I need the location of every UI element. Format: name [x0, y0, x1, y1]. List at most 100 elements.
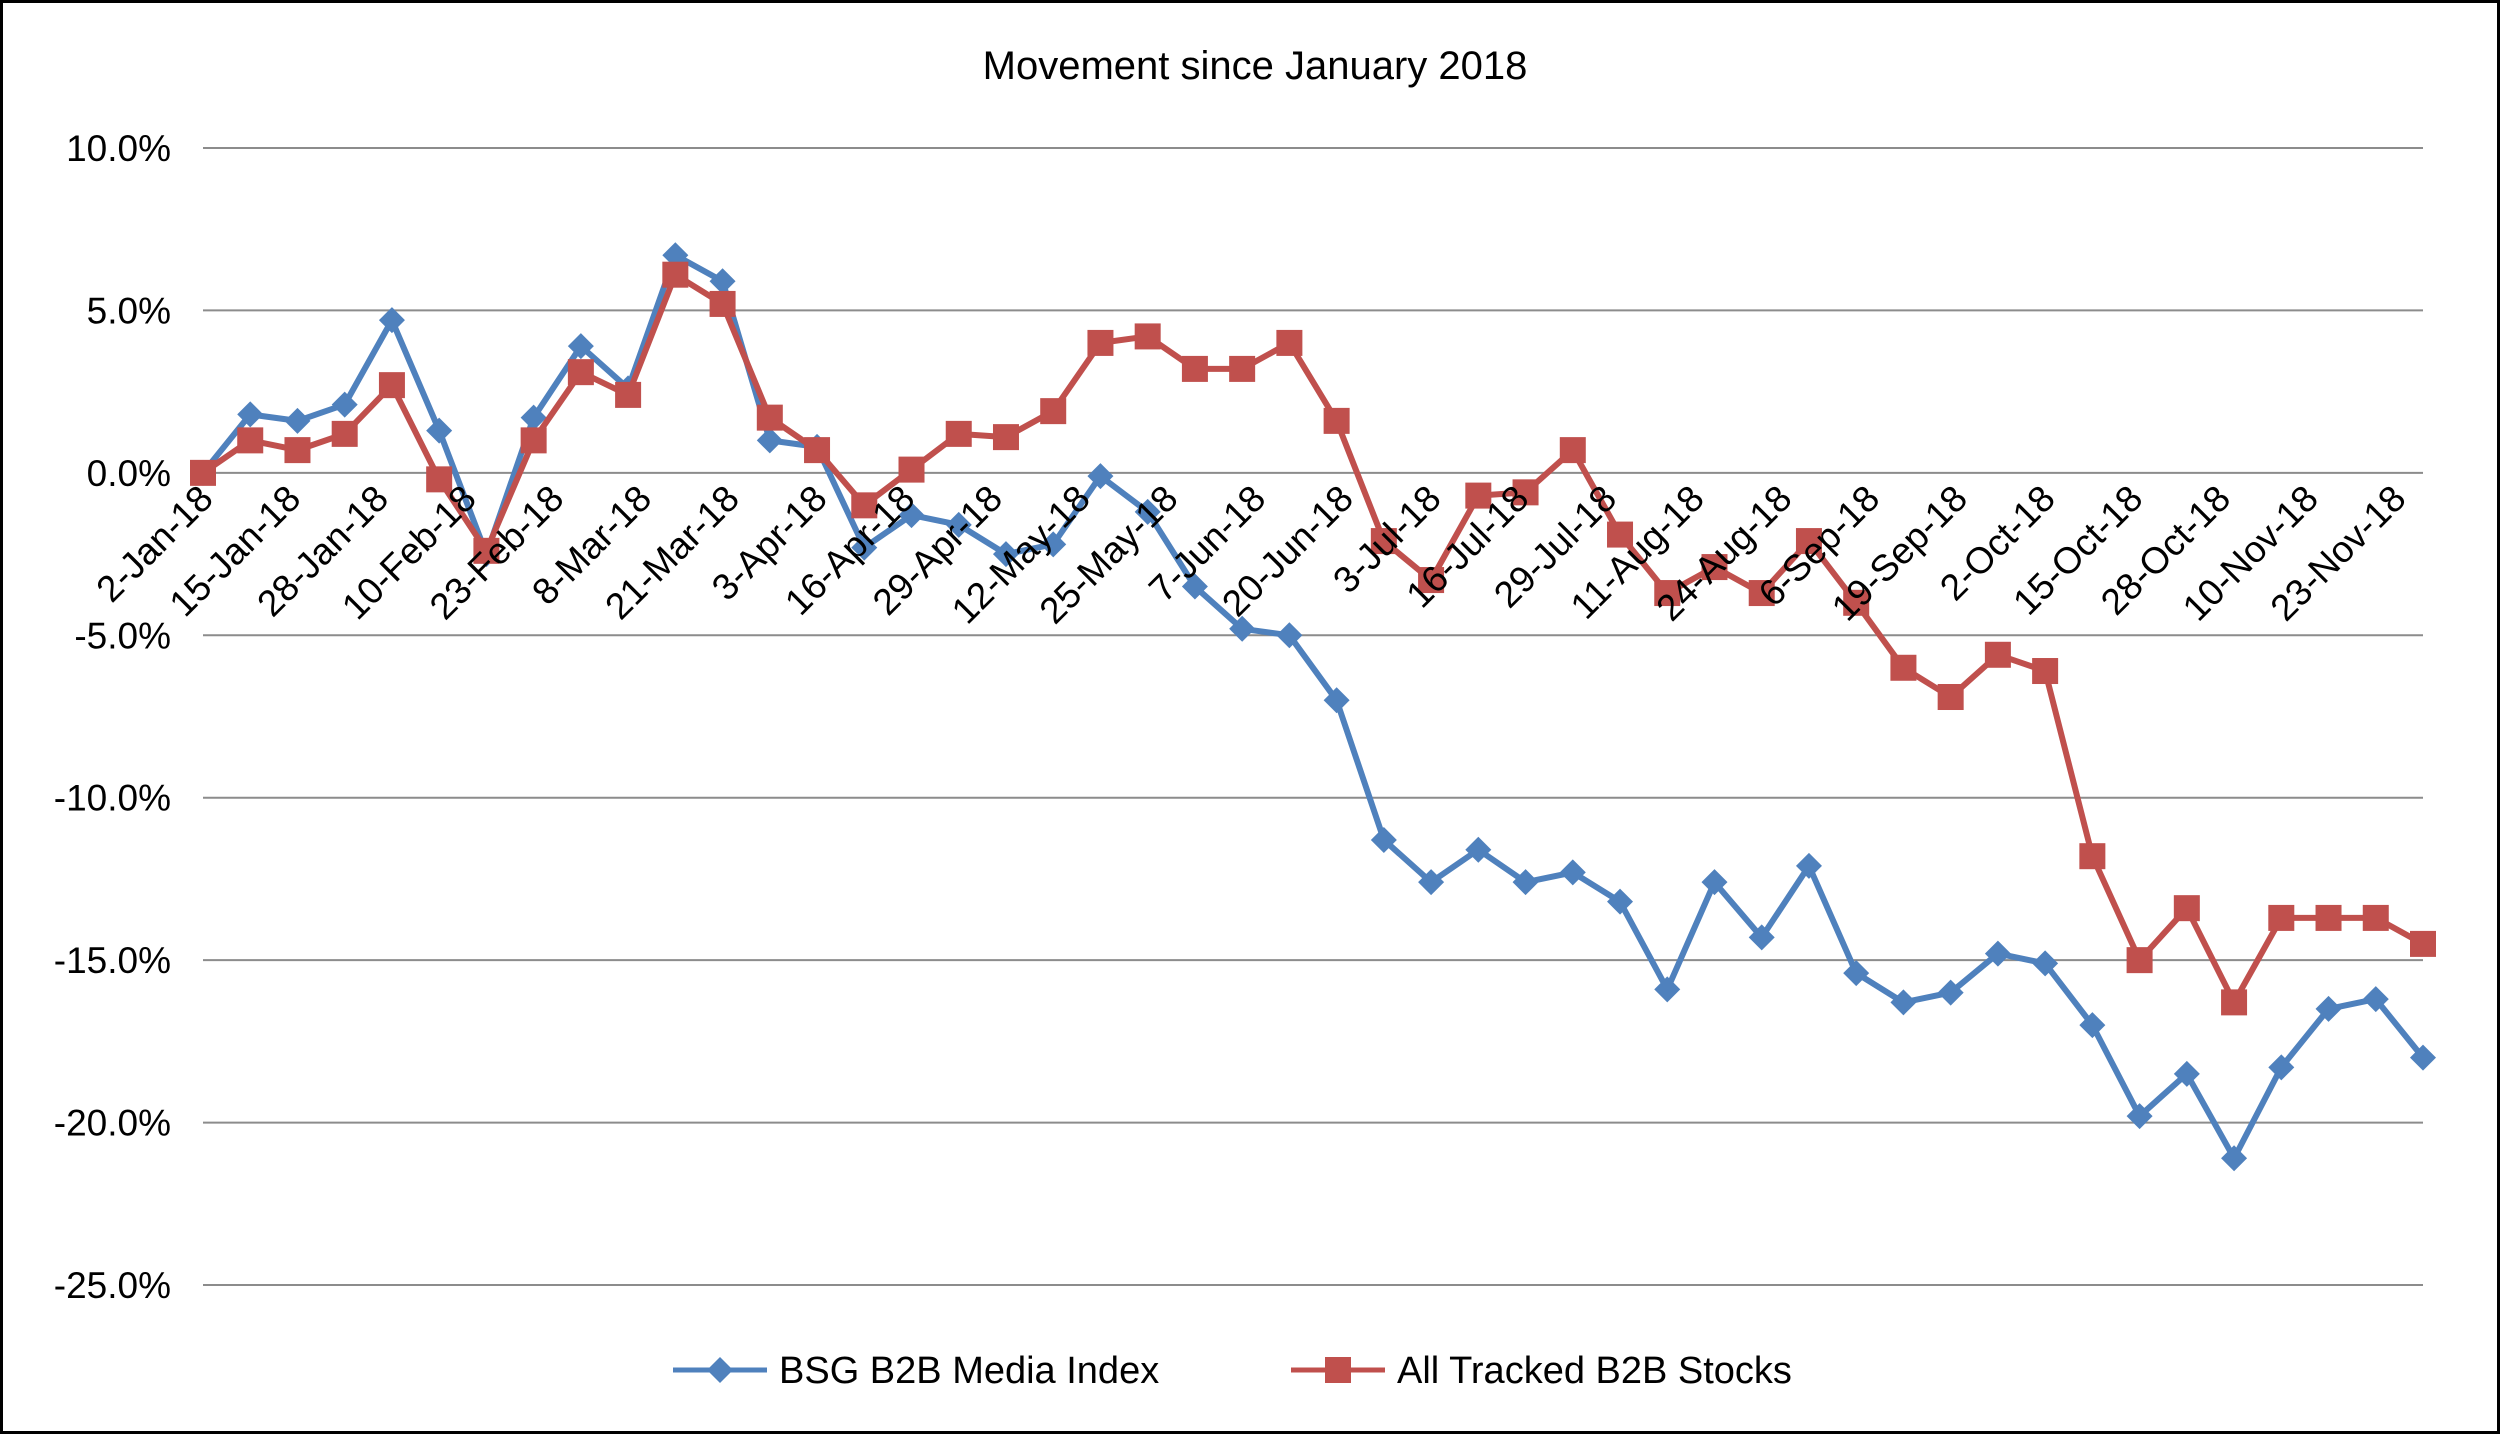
data-point — [2315, 995, 2342, 1022]
data-point — [2315, 904, 2342, 931]
data-point — [1323, 687, 1350, 714]
legend-item-bsg-b2b-media-index: BSG B2B Media Index — [673, 1350, 1159, 1392]
data-point — [992, 424, 1019, 451]
data-point — [1040, 398, 1067, 425]
data-point — [2410, 1044, 2436, 1071]
data-point — [1890, 989, 1917, 1016]
data-point — [1654, 580, 1681, 607]
y-tick-label: -20.0% — [54, 1103, 171, 1144]
data-point — [1559, 859, 1586, 886]
data-point — [662, 261, 689, 288]
data-point — [1465, 482, 1492, 509]
data-point — [426, 417, 453, 444]
data-point — [1607, 888, 1634, 915]
data-point — [1276, 622, 1303, 649]
data-point — [2362, 904, 2389, 931]
data-point — [1323, 407, 1350, 434]
data-point — [756, 404, 783, 431]
x-axis-tick-labels: 2-Jan-1815-Jan-1828-Jan-1810-Feb-1823-Fe… — [88, 478, 2413, 632]
data-point — [1654, 976, 1681, 1003]
data-point — [1890, 654, 1917, 681]
y-tick-label: -25.0% — [54, 1265, 171, 1306]
data-point — [378, 307, 405, 334]
data-point — [567, 333, 594, 360]
data-point — [473, 537, 500, 564]
data-point — [237, 401, 264, 428]
legend-label-bsg: BSG B2B Media Index — [779, 1350, 1159, 1392]
data-point — [1370, 528, 1397, 555]
data-point — [615, 381, 642, 408]
data-point — [1843, 589, 1870, 616]
data-point — [2221, 989, 2248, 1016]
data-point — [2221, 1145, 2248, 1172]
data-point — [2126, 947, 2153, 974]
legend: BSG B2B Media Index All Tracked B2B Stoc… — [673, 1350, 1792, 1392]
data-point — [284, 437, 311, 464]
gridlines — [203, 147, 2423, 1286]
y-tick-label: 0.0% — [87, 453, 171, 494]
series-line-0 — [200, 252, 2426, 1162]
data-point — [1512, 479, 1539, 506]
data-point — [898, 456, 925, 483]
data-point — [331, 420, 358, 447]
data-point — [2079, 1012, 2106, 1039]
data-point — [1937, 979, 1964, 1006]
data-point — [1607, 521, 1634, 548]
data-point — [1229, 615, 1256, 642]
data-point — [1134, 498, 1161, 525]
data-point — [1795, 852, 1822, 879]
data-point — [1701, 869, 1728, 896]
data-point — [756, 427, 783, 454]
legend-item-all-tracked-b2b-stocks: All Tracked B2B Stocks — [1291, 1350, 1792, 1392]
series-line-1 — [201, 271, 2425, 1006]
y-tick-label: 5.0% — [87, 290, 171, 331]
data-point — [2173, 1060, 2200, 1087]
y-tick-label: 10.0% — [66, 128, 171, 169]
data-point — [1181, 355, 1208, 382]
y-tick-label: -10.0% — [54, 778, 171, 819]
data-point — [898, 502, 925, 529]
data-point — [1229, 355, 1256, 382]
data-point — [2362, 986, 2389, 1013]
data-point — [2268, 1054, 2295, 1081]
data-point — [1843, 960, 1870, 987]
data-point — [2032, 950, 2059, 977]
data-point — [1181, 573, 1208, 600]
data-point — [1418, 567, 1445, 594]
data-point — [1748, 580, 1775, 607]
data-point — [2079, 843, 2106, 870]
legend-label-all-tracked: All Tracked B2B Stocks — [1397, 1350, 1792, 1392]
data-point — [426, 466, 453, 493]
data-point — [520, 427, 547, 454]
data-point — [709, 290, 736, 317]
data-point — [1040, 531, 1067, 558]
line-chart: Movement since January 2018 10.0% 5.0% 0.0… — [54, 44, 2436, 1392]
data-point — [1984, 641, 2011, 668]
data-point — [1087, 329, 1114, 356]
data-point — [709, 268, 736, 295]
data-point — [804, 437, 831, 464]
data-point — [331, 391, 358, 418]
data-point — [2032, 658, 2059, 685]
series-layer — [190, 242, 2436, 1172]
data-point — [1087, 463, 1114, 490]
data-point — [992, 541, 1019, 568]
data-point — [2410, 930, 2436, 957]
data-point — [1984, 940, 2011, 967]
data-point — [378, 372, 405, 399]
legend-marker-diamond — [707, 1357, 733, 1383]
data-point — [1937, 684, 1964, 711]
chart-title: Movement since January 2018 — [983, 44, 1528, 88]
data-point — [1134, 323, 1161, 350]
data-point — [1418, 869, 1445, 896]
data-point — [1559, 437, 1586, 464]
data-point — [851, 492, 878, 519]
legend-marker-square — [1325, 1357, 1351, 1383]
data-point — [1465, 836, 1492, 863]
data-point — [1748, 924, 1775, 951]
series-1 — [190, 261, 2436, 1016]
y-tick-label: -15.0% — [54, 940, 171, 981]
data-point — [1370, 826, 1397, 853]
y-axis-tick-labels: 10.0% 5.0% 0.0% -5.0% -10.0% -15.0% -20.0% -25.… — [54, 128, 171, 1306]
